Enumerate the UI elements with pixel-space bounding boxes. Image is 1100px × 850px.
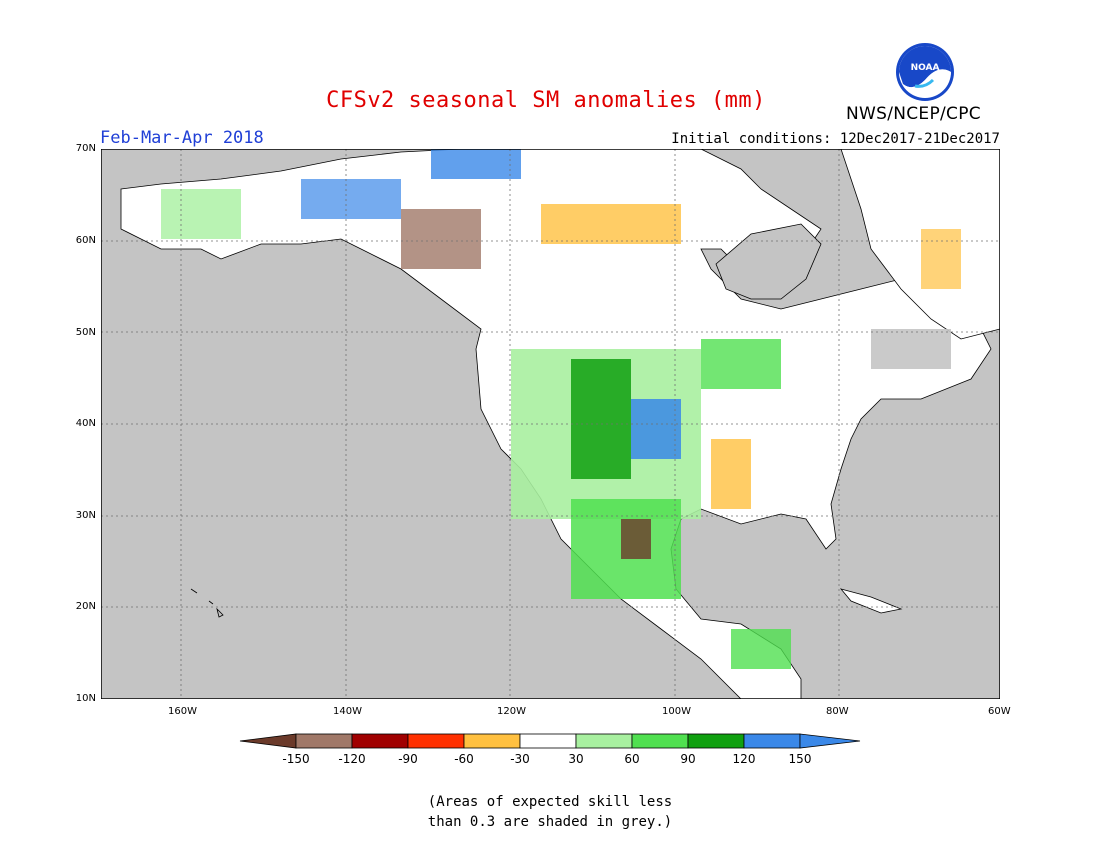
initial-conditions: Initial conditions: 12Dec2017-21Dec2017 xyxy=(671,131,1000,147)
legend-tick: 30 xyxy=(568,752,584,766)
lat-label: 30N xyxy=(75,510,96,521)
noaa-logo-icon: NOAA xyxy=(896,43,954,101)
legend-tick: -150 xyxy=(282,752,310,766)
lon-label: 80W xyxy=(826,706,849,717)
lon-label: 140W xyxy=(333,706,362,717)
color-legend xyxy=(239,733,861,749)
legend-tick: -30 xyxy=(510,752,530,766)
lat-label: 10N xyxy=(75,693,96,704)
lon-label: 120W xyxy=(497,706,526,717)
legend-tick: 90 xyxy=(680,752,696,766)
lat-label: 70N xyxy=(75,143,96,154)
skill-note-line: than 0.3 are shaded in grey.) xyxy=(427,814,673,830)
lon-label: 160W xyxy=(168,706,197,717)
hudson-bay xyxy=(715,223,822,300)
legend-tick: 120 xyxy=(732,752,756,766)
lat-label: 60N xyxy=(75,235,96,246)
legend-tick: 150 xyxy=(788,752,812,766)
legend-tick: -60 xyxy=(454,752,474,766)
forecast-period: Feb-Mar-Apr 2018 xyxy=(100,128,264,148)
skill-note: (Areas of expected skill less than 0.3 a… xyxy=(0,792,1100,832)
agency-label: NWS/NCEP/CPC xyxy=(846,104,981,124)
map-title: CFSv2 seasonal SM anomalies (mm) xyxy=(326,88,766,113)
svg-text:NOAA: NOAA xyxy=(911,63,940,73)
skill-note-line: (Areas of expected skill less xyxy=(427,794,673,810)
lon-label: 100W xyxy=(662,706,691,717)
anomaly-patches xyxy=(161,149,961,669)
soil-moisture-map xyxy=(101,149,1000,699)
graticule xyxy=(101,149,1000,699)
lon-label: 60W xyxy=(988,706,1011,717)
legend-tick: 60 xyxy=(624,752,640,766)
legend-tick: -120 xyxy=(338,752,366,766)
legend-tick: -90 xyxy=(398,752,418,766)
lat-label: 50N xyxy=(75,327,96,338)
greenland-land xyxy=(840,149,1000,340)
hawaii xyxy=(190,588,224,618)
lat-label: 40N xyxy=(75,418,96,429)
lat-label: 20N xyxy=(75,601,96,612)
